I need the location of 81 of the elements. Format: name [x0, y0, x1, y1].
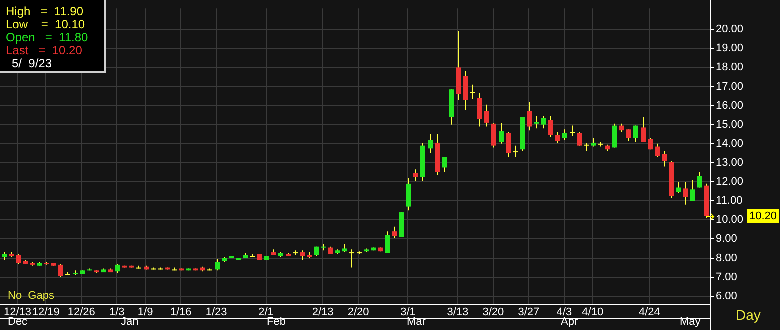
candlestick	[527, 101, 532, 132]
y-tick-label: 7.00	[716, 271, 738, 284]
candlestick	[697, 172, 702, 188]
text: Jan	[121, 316, 139, 328]
text: Feb	[267, 316, 286, 328]
candlestick	[555, 132, 560, 144]
candlestick	[534, 116, 539, 130]
candlestick	[115, 263, 120, 274]
candlestick	[349, 249, 354, 268]
y-tick-label: 16.00	[716, 100, 744, 112]
y-tick-label: 13.00	[716, 157, 744, 169]
candlestick	[463, 70, 468, 112]
y-tick-label: 11.00	[716, 195, 743, 208]
y-tick-label: 9.00	[716, 233, 738, 246]
candlestick	[413, 169, 418, 182]
x-tick-label: 2/13	[312, 306, 334, 319]
y-tick-label: 12.00	[716, 176, 744, 188]
candlestick	[626, 129, 631, 142]
annotation: High = 11.90	[6, 4, 84, 18]
x-tick-label: 3/20	[482, 306, 504, 319]
candlestick	[477, 92, 482, 128]
candlestick	[491, 122, 496, 148]
x-tick-label: 2/1	[258, 306, 274, 319]
x-tick-label: 3/27	[518, 306, 540, 319]
y-tick-label: 17.00	[716, 80, 744, 93]
x-tick-label: 2/20	[348, 306, 370, 319]
candlestick	[484, 104, 489, 128]
candlestick	[662, 151, 667, 168]
y-tick-label: 14.00	[716, 138, 744, 150]
y-tick-label: 19.00	[716, 42, 744, 55]
candlestick	[570, 125, 575, 137]
candlestick	[513, 145, 518, 158]
candlestick	[655, 143, 660, 158]
x-tick-label: 12/13	[4, 306, 32, 319]
candlestick	[499, 122, 504, 144]
x-tick-label: 1/16	[170, 306, 192, 319]
y-tick-label: 20.00	[716, 24, 744, 36]
candlestick	[541, 116, 546, 130]
candlestick	[442, 156, 447, 173]
annotation: Open = 11.80	[6, 30, 88, 44]
text: 10.20	[749, 210, 778, 222]
candlestick	[58, 263, 63, 278]
candlestick	[428, 134, 433, 154]
text: Day	[736, 306, 761, 323]
candlestick	[562, 129, 567, 141]
candlestick	[470, 84, 475, 100]
x-tick-label: 3/13	[447, 306, 469, 319]
annotation: Last = 10.20	[6, 43, 83, 58]
candlestick	[633, 125, 638, 143]
candlestick	[641, 116, 646, 143]
candlestick	[300, 250, 305, 261]
candlestick	[612, 123, 617, 148]
annotation: 5/ 9/23	[12, 56, 52, 70]
y-tick-label: 8.00	[716, 252, 738, 264]
candlestick	[385, 231, 390, 254]
annotation: No Gaps	[8, 290, 55, 302]
candlestick	[690, 180, 695, 202]
x-tick-label: 1/9	[138, 306, 154, 319]
candlestick	[506, 132, 511, 158]
text: Apr	[561, 316, 578, 328]
annotation: Low = 10.10	[6, 17, 86, 32]
y-tick-label: 18.00	[716, 62, 744, 74]
candlestick	[683, 182, 688, 206]
candlestick	[16, 254, 21, 264]
x-tick-label: 3/1	[400, 306, 416, 319]
x-tick-label: 12/19	[32, 306, 60, 319]
x-tick-label: 1/23	[206, 306, 228, 319]
x-tick-label: 1/3	[110, 306, 125, 319]
candlestick	[215, 258, 220, 272]
x-tick-label: 12/26	[68, 306, 96, 319]
candlestick	[406, 178, 411, 212]
y-tick-label: 15.00	[716, 118, 744, 131]
y-tick-label: 10.00	[716, 214, 744, 226]
x-tick-label: 4/10	[582, 306, 604, 319]
x-tick-label: 4/3	[556, 306, 572, 319]
candlestick	[392, 226, 397, 239]
candlestick	[548, 116, 553, 138]
x-tick-label: 4/24	[638, 306, 660, 319]
y-tick-label: 6.00	[716, 290, 738, 302]
candlestick	[577, 132, 582, 146]
candlestick	[676, 182, 681, 194]
